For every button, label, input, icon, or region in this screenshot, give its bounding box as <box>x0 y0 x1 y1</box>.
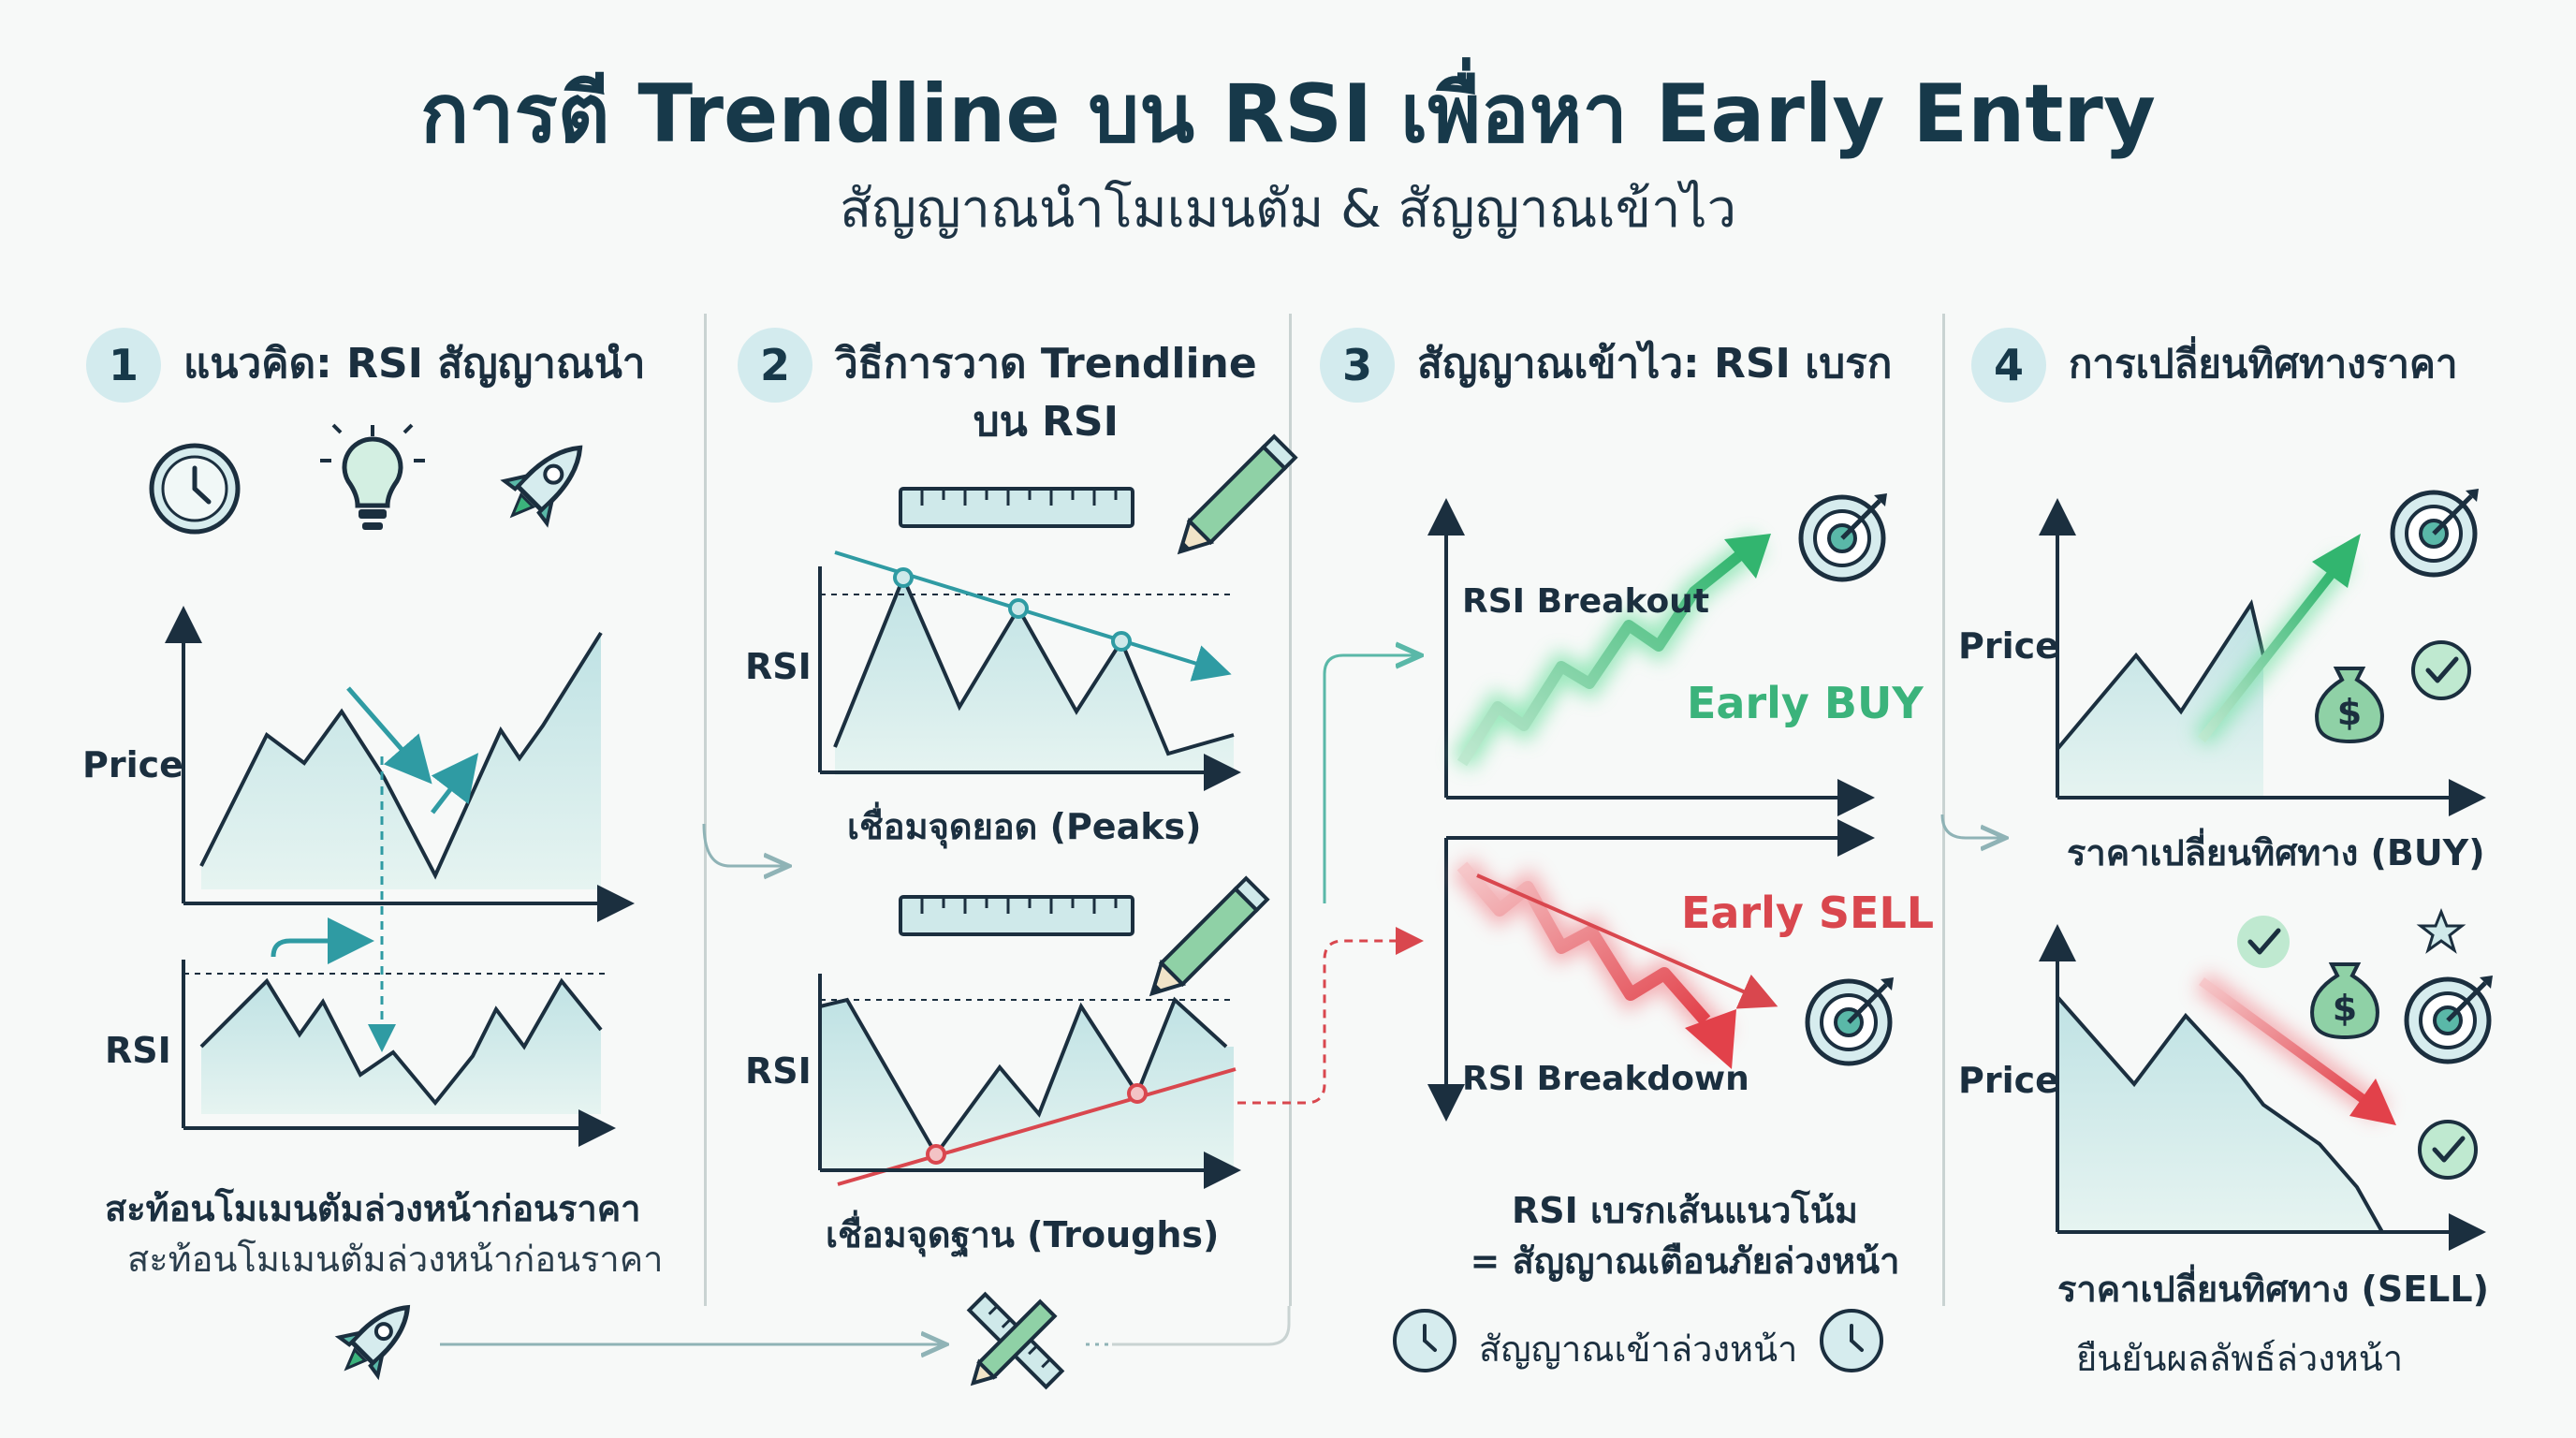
ruler-icon <box>899 895 1134 936</box>
breakdown-chart <box>1427 819 1875 1122</box>
svg-text:$: $ <box>2337 692 2362 733</box>
section-4-header: 4 การเปลี่ยนทิศทางราคา <box>1971 328 2458 403</box>
section-1-caption: สะท้อนโมเมนตัมล่วงหน้าก่อนราคา <box>105 1188 641 1229</box>
buy-caption: ราคาเปลี่ยนทิศทาง (BUY) <box>2067 832 2485 873</box>
section-title-line: วิธีการวาด Trendline <box>835 340 1257 388</box>
clock-icon <box>149 443 241 535</box>
check-icon <box>2418 1120 2478 1180</box>
rsi-axis-label: RSI <box>745 646 812 687</box>
star-icon <box>2416 907 2466 954</box>
page-subtitle: สัญญาณนำโมเมนตัม & สัญญาณเข้าไว <box>839 179 1737 240</box>
breakout-chart <box>1427 498 1875 816</box>
section-divider <box>1289 314 1292 1306</box>
price-axis-label: Price <box>1958 1060 2059 1101</box>
peaks-caption: เชื่อมจุดยอด (Peaks) <box>847 806 1202 847</box>
section-title: การเปลี่ยนทิศทางราคา <box>2069 341 2458 387</box>
price-sell-chart <box>2039 924 2486 1251</box>
price-chart-section-1 <box>165 606 635 922</box>
section-2-header: 2 วิธีการวาด Trendline บน RSI <box>738 328 1257 451</box>
section-number: 1 <box>86 328 161 403</box>
money-bag-icon: $ <box>2315 667 2384 744</box>
rsi-peaks-chart <box>818 550 1241 791</box>
page-title: การตี Trendline บน RSI เพื่อหา Early Ent… <box>420 67 2156 161</box>
early-sell-label: Early SELL <box>1681 888 1935 938</box>
ruler-icon <box>899 487 1134 528</box>
section-3-header: 3 สัญญาณเข้าไว: RSI เบรก <box>1320 328 1892 403</box>
rsi-axis-label: RSI <box>745 1050 812 1092</box>
lightbulb-icon <box>320 423 425 530</box>
rocket-icon <box>500 445 583 528</box>
rocket-icon <box>334 1304 411 1381</box>
price-axis-label: Price <box>82 744 183 785</box>
section-1-caption-secondary: สะท้อนโมเมนตัมล่วงหน้าก่อนราคา <box>127 1239 664 1280</box>
clock-icon <box>1393 1309 1456 1372</box>
target-icon <box>2390 489 2479 578</box>
rsi-troughs-chart <box>818 974 1241 1189</box>
section-number: 3 <box>1320 328 1395 403</box>
price-buy-chart <box>2039 498 2486 816</box>
check-icon <box>2237 916 2290 968</box>
section-3-caption: RSI เบรกเส้นแนวโน้ม <box>1512 1190 1858 1231</box>
price-axis-label: Price <box>1958 625 2059 667</box>
ruler-pencil-icon <box>966 1291 1065 1390</box>
target-icon <box>2404 976 2493 1064</box>
pencil-icon <box>1177 433 1298 555</box>
section-title: แนวคิด: RSI สัญญาณนำ <box>183 340 646 388</box>
section-divider <box>1942 314 1945 1306</box>
section-4-footer: ยืนยันผลลัพธ์ล่วงหน้า <box>2076 1338 2404 1379</box>
section-3-caption: = สัญญาณเตือนภัยล่วงหน้า <box>1470 1240 1900 1282</box>
pencil-icon <box>1149 875 1270 997</box>
clock-icon <box>1820 1309 1883 1372</box>
section-3-footer: สัญญาณเข้าล่วงหน้า <box>1479 1328 1798 1370</box>
svg-text:$: $ <box>2333 988 2357 1029</box>
early-buy-label: Early BUY <box>1687 678 1924 728</box>
money-bag-icon: $ <box>2310 962 2379 1040</box>
section-1-header: 1 แนวคิด: RSI สัญญาณนำ <box>86 328 645 403</box>
check-icon <box>2411 640 2471 700</box>
section-title-line: บน RSI <box>973 398 1119 446</box>
section-title: สัญญาณเข้าไว: RSI เบรก <box>1417 340 1893 388</box>
section-number: 4 <box>1971 328 2046 403</box>
breakout-label: RSI Breakout <box>1462 582 1710 621</box>
breakdown-label: RSI Breakdown <box>1462 1060 1749 1098</box>
rsi-axis-label: RSI <box>105 1030 171 1071</box>
target-icon <box>1805 977 1894 1066</box>
troughs-caption: เชื่อมจุดฐาน (Troughs) <box>826 1214 1220 1255</box>
section-number: 2 <box>738 328 812 403</box>
section-divider <box>704 314 707 1306</box>
rsi-chart-section-1 <box>182 756 616 1147</box>
sell-caption: ราคาเปลี่ยนทิศทาง (SELL) <box>2057 1269 2489 1310</box>
target-icon <box>1798 493 1887 582</box>
section-title: วิธีการวาด Trendline บน RSI <box>835 328 1257 451</box>
